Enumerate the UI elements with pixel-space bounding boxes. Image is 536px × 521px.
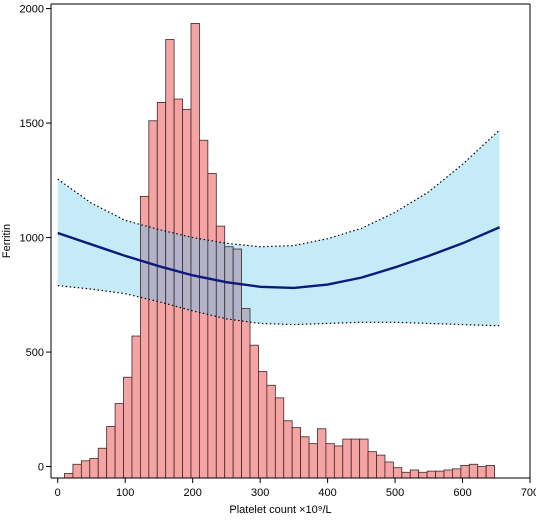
histogram-bar (485, 465, 495, 478)
histogram-bar (333, 445, 344, 478)
plot-content (57, 23, 501, 478)
histogram-bar (443, 469, 453, 478)
histogram-bar (367, 451, 377, 478)
histogram-bar (258, 371, 268, 478)
ci-lower-line (57, 285, 500, 327)
axes: Ferritin Platelet count ×10⁹/L 050010001… (1, 3, 536, 516)
histogram-bar (392, 467, 403, 478)
histogram-bar (106, 426, 116, 478)
histogram-bar (291, 427, 302, 478)
fit-curve-line (57, 226, 501, 290)
histogram-bar (72, 463, 82, 478)
histogram-bar (308, 443, 318, 478)
x-tick-label: 600 (453, 487, 471, 499)
histogram-bar (384, 461, 394, 478)
histogram-bar (123, 376, 133, 478)
ci-upper-line (57, 129, 501, 248)
overlap-bar (241, 308, 251, 326)
histogram-bar (317, 428, 327, 478)
overlap-bar (224, 246, 234, 326)
histogram-bar (131, 335, 141, 478)
histogram-bar (350, 438, 361, 478)
histogram-bar (418, 471, 428, 478)
histogram-bar (376, 454, 386, 478)
histogram-bar (89, 458, 99, 478)
plot-area (57, 23, 501, 478)
overlap-bar (232, 248, 242, 326)
histogram-bar (401, 471, 411, 478)
histogram-bar (97, 447, 108, 478)
histogram-bar (460, 465, 470, 478)
histogram-bar (80, 460, 91, 478)
x-tick-label: 200 (183, 487, 201, 499)
x-tick-label: 700 (521, 487, 536, 499)
confidence-band (57, 129, 500, 326)
y-tick-label: 500 (26, 347, 44, 359)
x-tick-label: 500 (386, 487, 404, 499)
histogram-bar (274, 397, 285, 478)
histogram-bar (241, 308, 251, 478)
y-tick-label: 2000 (20, 4, 44, 16)
histogram-bar (64, 473, 74, 478)
histogram-bar (426, 470, 436, 478)
y-tick-label: 1500 (20, 118, 44, 130)
histogram-bar (359, 438, 369, 478)
histogram-bar (409, 469, 420, 478)
histogram-bar (249, 344, 259, 478)
histogram-bar (342, 438, 352, 478)
histogram-bar (325, 443, 335, 478)
x-tick-label: 300 (251, 487, 269, 499)
histogram-bar (435, 470, 445, 478)
histogram-bar (300, 436, 310, 478)
histogram-bar (114, 403, 124, 478)
histogram-bar (283, 420, 293, 478)
y-tick-label: 1000 (20, 233, 44, 245)
histogram-bar (266, 384, 276, 478)
histogram-bar (452, 468, 462, 478)
histogram-bar (207, 173, 217, 478)
y-tick-label: 0 (38, 462, 44, 474)
x-axis-title: Platelet count ×10⁹/L (229, 504, 331, 516)
histogram-bar (468, 463, 479, 478)
histogram-bar (477, 466, 487, 478)
x-tick-label: 0 (55, 487, 61, 499)
y-axis-title: Ferritin (1, 224, 13, 258)
x-tick-label: 100 (116, 487, 134, 499)
x-tick-label: 400 (318, 487, 336, 499)
